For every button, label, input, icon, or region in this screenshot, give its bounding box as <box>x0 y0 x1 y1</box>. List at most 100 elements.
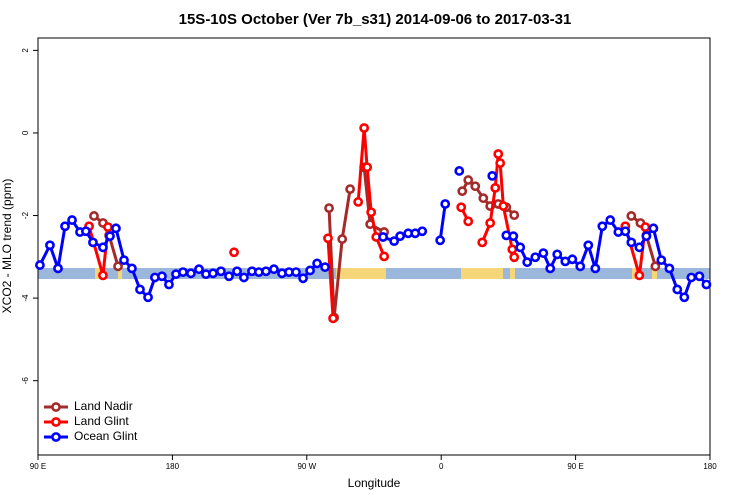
point <box>567 254 578 265</box>
point <box>440 199 451 209</box>
chart-title: 15S-10S October (Ver 7b_s31) 2014-09-06 … <box>179 11 572 28</box>
point <box>208 268 218 279</box>
point <box>320 262 330 273</box>
point <box>478 193 489 204</box>
point <box>105 231 115 242</box>
legend-marker <box>51 402 61 412</box>
point <box>186 268 196 279</box>
point <box>487 170 498 181</box>
point <box>493 149 504 159</box>
point <box>60 221 70 232</box>
point <box>495 158 506 168</box>
point <box>53 263 63 274</box>
point <box>224 271 234 282</box>
point <box>522 257 533 268</box>
point <box>509 252 520 263</box>
point <box>178 267 188 277</box>
point <box>456 202 467 213</box>
point <box>127 263 137 274</box>
point <box>164 279 174 290</box>
x-tick-label: 0 <box>439 462 444 471</box>
y-tick-label: 0 <box>21 130 30 135</box>
point <box>111 223 121 234</box>
point <box>359 123 370 133</box>
y-tick-label: -6 <box>21 377 30 385</box>
y-tick-label: -2 <box>21 211 30 219</box>
point <box>590 263 601 274</box>
point <box>143 292 153 303</box>
point <box>530 252 541 263</box>
point <box>583 240 594 251</box>
point <box>353 197 364 207</box>
point <box>312 258 323 269</box>
point <box>650 261 661 272</box>
point <box>509 210 520 221</box>
point <box>552 249 563 260</box>
point <box>305 265 315 276</box>
point <box>379 251 390 262</box>
land-strip <box>652 268 657 279</box>
point <box>229 247 239 258</box>
point <box>291 267 301 277</box>
legend-label: Ocean Glint <box>74 429 138 443</box>
point <box>45 240 55 251</box>
point <box>605 215 616 225</box>
point <box>626 237 637 248</box>
y-tick-label: 2 <box>21 48 30 53</box>
plot-frame <box>37 37 711 456</box>
point <box>575 261 586 272</box>
point <box>113 261 123 272</box>
point <box>216 266 226 277</box>
x-axis-label: Longitude <box>348 476 401 490</box>
point <box>620 226 631 237</box>
point <box>641 231 652 242</box>
x-tick-label: 180 <box>166 462 180 471</box>
point <box>656 255 667 266</box>
land-strip <box>510 268 515 279</box>
point <box>490 182 501 193</box>
point <box>640 222 651 232</box>
x-tick-label: 90 E <box>567 462 583 471</box>
point <box>35 260 45 270</box>
point <box>463 175 474 185</box>
point <box>508 231 519 242</box>
point <box>485 218 496 228</box>
x-tick-label: 90 E <box>30 462 46 471</box>
point <box>507 244 518 255</box>
point <box>648 223 659 234</box>
legend-label: Land Nadir <box>74 399 133 413</box>
point <box>89 211 99 221</box>
point <box>157 271 167 282</box>
point <box>261 266 271 277</box>
point <box>701 279 712 290</box>
point <box>323 233 333 244</box>
point <box>664 263 675 274</box>
point <box>269 264 279 275</box>
x-tick-label: 180 <box>703 462 717 471</box>
point <box>232 266 242 277</box>
point <box>119 255 129 266</box>
point <box>103 222 113 232</box>
land-strip <box>632 268 637 279</box>
point <box>98 242 108 253</box>
point <box>98 270 108 281</box>
point <box>463 216 474 227</box>
point <box>67 215 77 225</box>
point <box>679 292 690 303</box>
point <box>328 313 338 324</box>
point <box>395 231 406 242</box>
point <box>337 234 348 244</box>
point <box>672 284 683 295</box>
point <box>694 271 705 282</box>
point <box>545 263 556 274</box>
land-strip <box>95 268 100 279</box>
point <box>389 236 400 247</box>
point <box>597 221 608 232</box>
point <box>457 186 468 197</box>
point <box>345 184 356 195</box>
legend-marker <box>51 417 61 427</box>
point <box>378 232 389 242</box>
land-strip <box>118 268 122 279</box>
point <box>498 201 509 211</box>
point <box>417 226 428 237</box>
